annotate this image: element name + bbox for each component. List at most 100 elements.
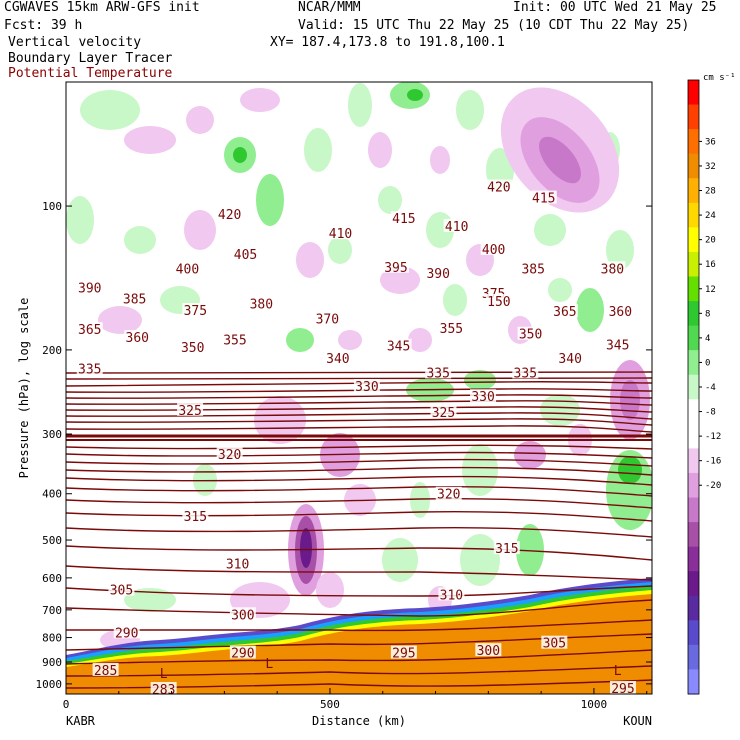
y-tick-label: 100 [42,200,62,213]
theta-label-bg [604,337,631,351]
y-tick-label: 400 [42,488,62,501]
theta-contour-label: 295 [611,682,634,697]
theta-contour-label: 320 [218,448,241,463]
theta-contour-label: 365 [78,323,101,338]
theta-label-bg [232,247,259,261]
theta-contour-label: 330 [355,380,378,395]
theta-contour-label: 400 [482,243,505,258]
colorbar-swatch [688,522,699,548]
colorbar-tick-label: -12 [705,432,721,442]
low-marker: L [614,664,622,679]
theta-contour-label: 345 [606,339,629,354]
colorbar-swatch [688,301,699,327]
theta-contour-label: 340 [558,352,581,367]
theta-contour-label: 325 [432,406,455,421]
theta-label-bg [425,365,452,379]
theta-contour-label: 300 [231,608,254,623]
theta-contour-label: 285 [94,664,117,679]
plot-frame [65,81,653,695]
colorbar [687,79,700,695]
org-label: NCAR/MMM [298,0,361,15]
theta-contour-label: 350 [181,341,204,356]
theta-contour-label: 330 [471,390,494,405]
theta-contour-label: 315 [495,542,518,557]
theta-label-layer: 420 410 415 410 420 415 405 400 395 390 400 385 380 3… [76,179,636,697]
colorbar-tick-label: -8 [705,408,716,418]
theta-label-bg [121,291,148,305]
boundary-layer-tracer [66,578,652,694]
colorbar-swatch [688,276,699,302]
theta-contour-label: 375 [184,304,207,319]
y-tick-label: 500 [42,534,62,547]
theta-label-bg [551,304,578,318]
y-tick-label: 600 [42,572,62,585]
theta-label-bg [438,321,465,335]
theta-label-bg [324,351,351,365]
theta-label-bg [314,311,341,325]
colorbar-tick-label: 28 [705,187,716,197]
colorbar-tick-label: 20 [705,236,716,246]
theta-label-bg [248,296,275,310]
theta-label-bg [182,508,209,522]
colorbar-swatch [688,325,699,351]
theta-label-bg [443,218,470,232]
field-boundary-layer-tracer: Boundary Layer Tracer [8,51,173,66]
theta-label-bg [216,207,243,221]
theta-label-bg [124,330,151,344]
theta-label-bg [229,645,256,659]
colorbar-swatch [688,350,699,376]
x-tick-label: 0 [63,698,70,711]
y-tick-label: 700 [42,604,62,617]
theta-label-bg [224,556,251,570]
theta-label-bg [430,405,457,419]
colorbar-swatch [688,620,699,646]
theta-label-bg [557,351,584,365]
theta-contour-label: 340 [326,352,349,367]
theta-contour-label: 310 [226,558,249,573]
theta-contour-label: 290 [231,647,254,662]
model-title: CGWAVES 15km ARW-GFS init [4,0,200,15]
theta-label-bg [475,643,502,657]
theta-label-bg [470,389,497,403]
x-tick-label: 1000 [581,698,608,711]
theta-contour-label: 335 [514,366,537,381]
theta-contour-label: 380 [601,262,624,277]
colorbar-swatch [688,178,699,204]
theta-label-bg [520,261,547,275]
theta-label-bg [221,332,248,346]
theta-label-bg [435,486,462,500]
theta-label-bg [177,402,204,416]
colorbar-units: cm s⁻¹ [703,73,736,83]
colorbar-tick-label: 36 [705,137,716,147]
colorbar-tick-label: -16 [705,457,721,467]
colorbar-swatch [688,644,699,671]
theta-label-bg [174,261,201,275]
theta-label-bg [327,226,354,240]
theta-contour-label: 315 [184,510,207,525]
low-marker: L [265,657,273,672]
theta-contour-label: 150 [487,295,510,310]
theta-contour-label: 370 [316,313,339,328]
field-vertical-velocity: Vertical velocity [8,35,142,50]
theta-contour-label: 410 [445,220,468,235]
theta-label-bg [512,365,539,379]
low-marker-layer: LL L [160,657,622,682]
theta-contour-label: 310 [440,588,463,603]
colorbar-swatch [688,571,699,597]
theta-label-bg [485,293,512,307]
x-axis-label: Distance (km) [312,714,406,728]
colorbar-tick-label: 16 [705,260,716,270]
y-axis-ticks: 1000 900 800 700 600 500 400 300 200 100 [36,200,652,691]
colorbar-swatch [688,546,699,572]
theta-contour-label: 415 [532,192,555,207]
theta-label-bg [108,582,135,596]
valid-time: Valid: 15 UTC Thu 22 May 25 (10 CDT Thu … [298,18,690,33]
theta-label-bg [76,361,103,375]
colorbar-swatch [688,227,699,253]
init-time: Init: 00 UTC Wed 21 May 25 [513,0,717,15]
colorbar-tick-label: 12 [705,285,716,295]
colorbar-swatch [688,104,699,130]
colorbar-swatch [688,251,699,278]
theta-label-bg [438,587,465,601]
